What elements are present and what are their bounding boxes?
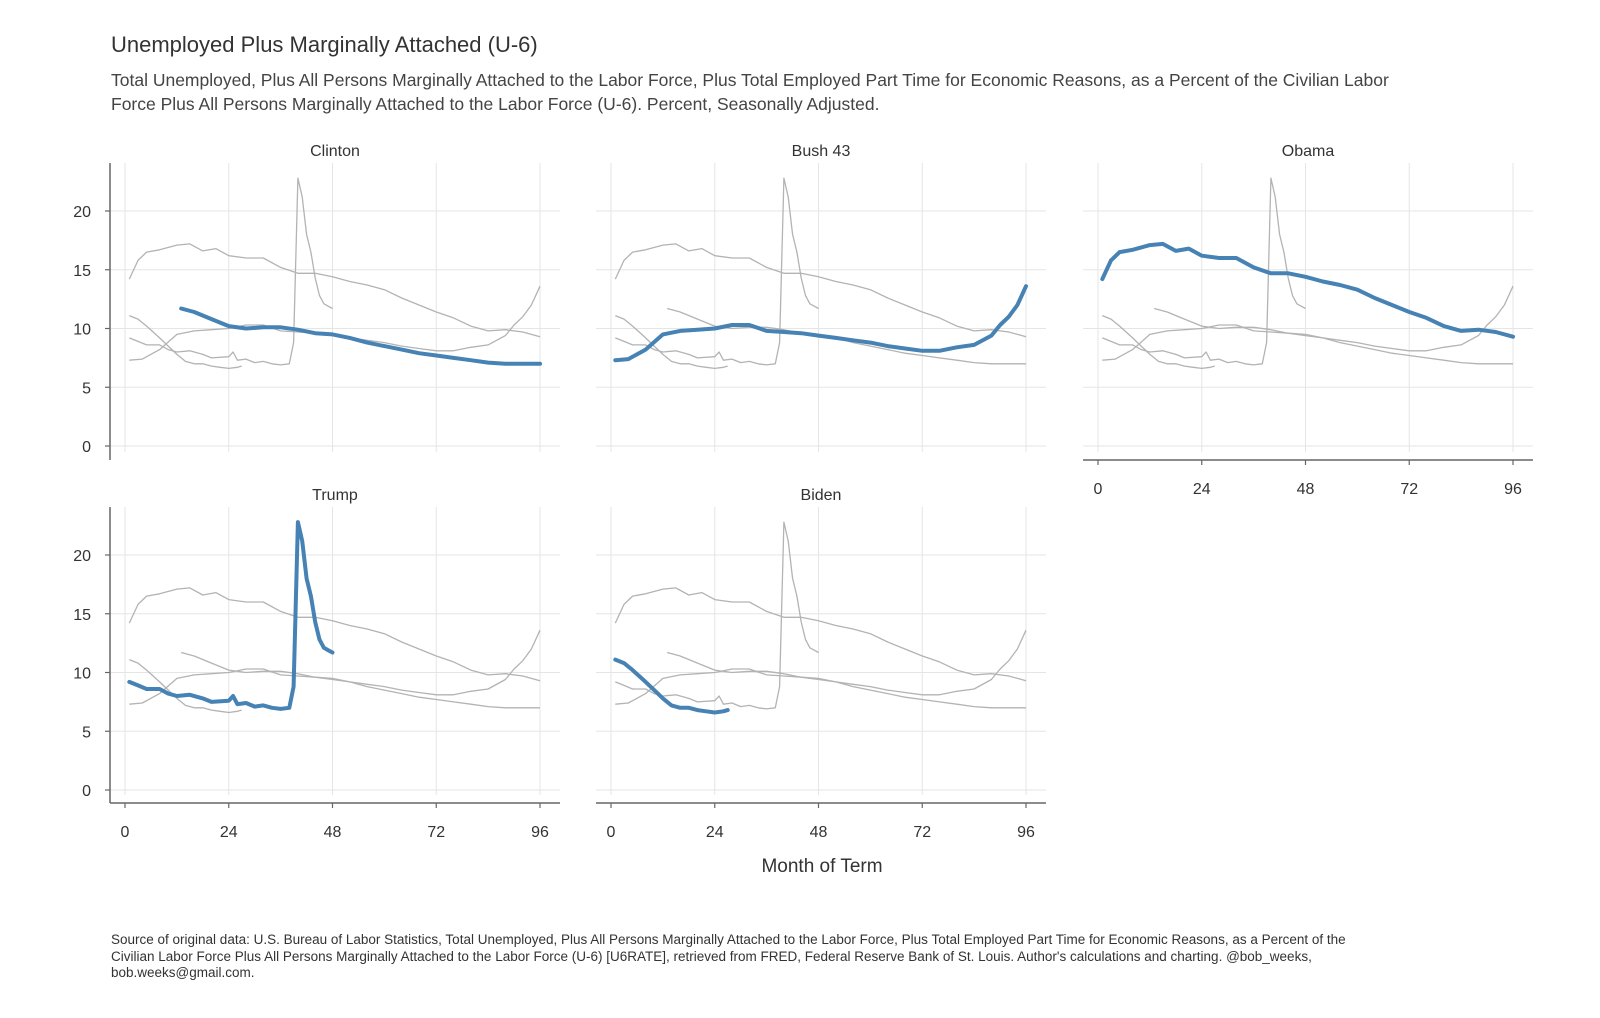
background-series-line (614, 587, 1027, 682)
facet-label: Trump (312, 487, 358, 504)
background-series-line (128, 243, 541, 338)
x-tick-label: 0 (1094, 481, 1103, 498)
x-tick-label: 24 (1193, 481, 1211, 498)
highlight-series-line (179, 306, 542, 366)
y-tick-label: 15 (73, 263, 91, 280)
y-tick-label: 0 (82, 783, 91, 800)
y-tick-label: 5 (82, 724, 91, 741)
x-tick-label: 48 (1297, 481, 1315, 498)
background-series-line (129, 314, 242, 370)
panel-clinton: Clinton 0 5 10 15 20 (73, 143, 560, 460)
x-tick-label: 48 (810, 824, 828, 841)
y-tick-label: 20 (73, 548, 91, 565)
facet-label: Bush 43 (792, 143, 851, 160)
y-tick-label: 10 (73, 322, 91, 339)
highlight-series-line (613, 657, 730, 715)
x-tick-label: 24 (706, 824, 724, 841)
background-series-line (129, 629, 541, 705)
y-tick-label: 20 (73, 204, 91, 221)
highlight-series-line (127, 520, 335, 711)
panel-obama: Obama 0 24 48 72 96 (1083, 143, 1533, 498)
x-tick-label: 72 (427, 824, 445, 841)
chart-subtitle: Total Unemployed, Plus All Persons Margi… (111, 70, 1389, 114)
x-tick-label: 96 (1017, 824, 1035, 841)
background-series-line (128, 587, 541, 682)
x-axis-label: Month of Term (761, 856, 882, 877)
highlight-series-line (613, 284, 1028, 363)
background-series-line (129, 177, 333, 366)
background-series-line (129, 285, 541, 361)
x-tick-label: 0 (607, 824, 616, 841)
facet-label: Obama (1282, 143, 1335, 160)
panel-bush-43: Bush 43 (596, 143, 1046, 452)
facet-label: Clinton (310, 143, 360, 160)
y-tick-label: 5 (82, 380, 91, 397)
background-series-line (615, 629, 1027, 705)
x-tick-label: 24 (220, 824, 238, 841)
background-series-line (615, 314, 728, 370)
chart-title: Unemployed Plus Marginally Attached (U-6… (111, 32, 538, 57)
x-tick-label: 72 (913, 824, 931, 841)
panel-biden: Biden 0 24 48 72 96 (596, 487, 1046, 841)
x-tick-label: 0 (121, 824, 130, 841)
highlight-series-line (1100, 241, 1515, 339)
background-series-line (129, 658, 242, 714)
facet-label: Biden (801, 487, 842, 504)
background-series-line (614, 243, 1027, 338)
x-tick-label: 96 (531, 824, 549, 841)
background-series-line (1102, 285, 1514, 361)
source-caption: Source of original data: U.S. Bureau of … (111, 932, 1346, 980)
panel-trump: Trump 0 5 10 15 20 0 24 48 72 96 (73, 487, 560, 841)
x-tick-label: 96 (1504, 481, 1522, 498)
background-series-line (1102, 314, 1215, 370)
y-tick-label: 15 (73, 607, 91, 624)
y-tick-label: 0 (82, 439, 91, 456)
x-tick-label: 48 (324, 824, 342, 841)
background-series-line (615, 177, 819, 366)
x-tick-label: 72 (1400, 481, 1418, 498)
y-tick-label: 10 (73, 666, 91, 683)
